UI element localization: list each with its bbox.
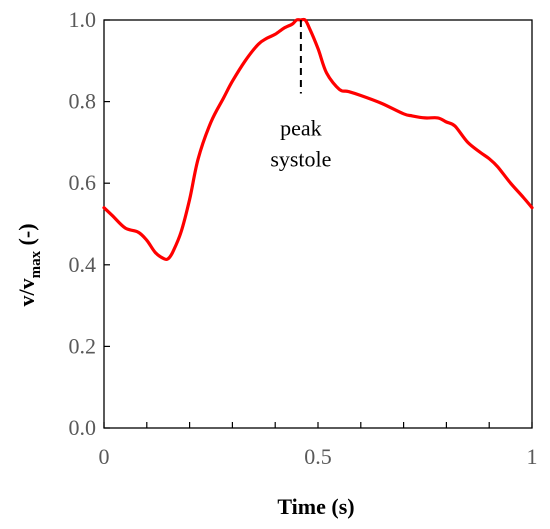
axes xyxy=(103,19,533,429)
y-tick-label: 0.4 xyxy=(69,252,97,277)
annotation-label-line2: systole xyxy=(270,146,331,171)
annotations: peak systole xyxy=(270,20,331,171)
y-tick-label: 0.8 xyxy=(69,89,97,114)
annotation-label-line1: peak xyxy=(280,115,322,140)
x-tick-label: 0.5 xyxy=(304,444,332,469)
x-axis-title: Time (s) xyxy=(277,494,354,519)
y-tick-label: 0.2 xyxy=(69,333,97,358)
y-tick-label: 0.6 xyxy=(69,170,97,195)
y-tick-label: 0.0 xyxy=(69,415,97,440)
y-axis-title-sub: max xyxy=(28,250,44,278)
plot-area xyxy=(102,17,534,262)
ticks: 0.0 0.2 0.4 0.6 0.8 1.0 0 0.5 1 xyxy=(69,7,538,469)
plot-frame xyxy=(103,19,533,429)
x-tick-label: 0 xyxy=(99,444,110,469)
y-axis-title-main: v/v xyxy=(14,278,39,306)
x-tick-label: 1 xyxy=(527,444,538,469)
y-axis-title-unit: (-) xyxy=(14,223,39,250)
y-axis-title: v/vmax (-) xyxy=(14,223,44,306)
velocity-series-line xyxy=(102,17,534,262)
y-tick-label: 1.0 xyxy=(69,7,97,32)
